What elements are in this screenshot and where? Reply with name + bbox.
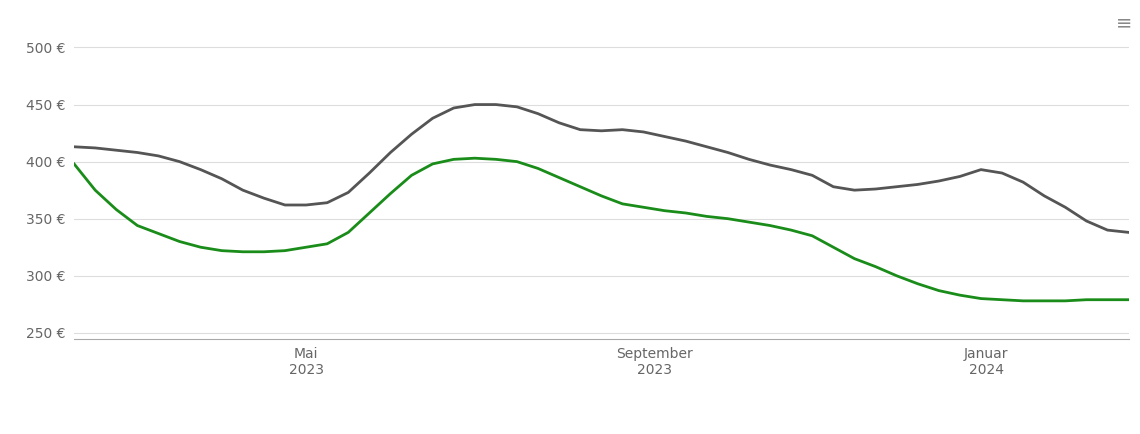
Text: ≡: ≡ [1116, 13, 1132, 32]
